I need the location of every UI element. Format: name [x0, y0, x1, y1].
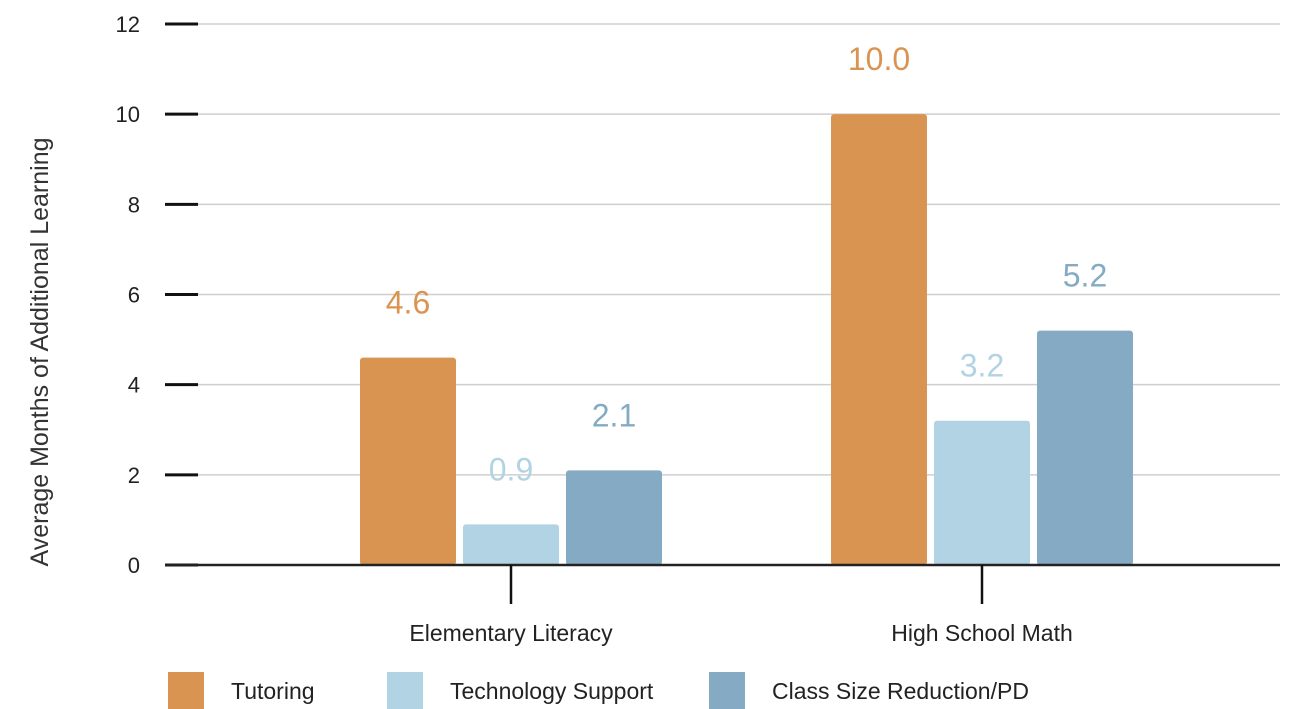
y-axis-label: Average Months of Additional Learning [26, 137, 54, 566]
legend-swatch [709, 672, 745, 709]
bar [831, 114, 927, 566]
y-tick-label: 2 [128, 463, 140, 488]
legend-label: Technology Support [450, 678, 654, 704]
data-label: 0.9 [489, 451, 533, 487]
x-tick-label: Elementary Literacy [409, 620, 613, 646]
y-axis: 0 2 4 6 8 10 12 [116, 12, 198, 578]
data-label: 3.2 [960, 348, 1004, 384]
data-labels: 4.6 0.9 2.1 10.0 3.2 5.2 [386, 41, 1107, 487]
x-axis: Elementary Literacy High School Math [165, 563, 1280, 646]
data-label: 4.6 [386, 285, 430, 321]
legend: Tutoring Technology Support Class Size Red… [168, 672, 1029, 709]
x-tick-label: High School Math [891, 620, 1073, 646]
bar [1037, 330, 1133, 565]
bars [360, 114, 1133, 566]
bar [934, 420, 1030, 565]
y-tick-label: 4 [128, 373, 140, 398]
bar [463, 524, 559, 565]
y-tick-label: 10 [116, 102, 140, 127]
legend-swatch [387, 672, 423, 709]
data-label: 5.2 [1063, 258, 1107, 294]
y-tick-label: 8 [128, 192, 140, 217]
data-label: 10.0 [848, 41, 910, 77]
bar [566, 470, 662, 565]
bar [360, 357, 456, 565]
legend-label: Tutoring [231, 678, 315, 704]
data-label: 2.1 [592, 397, 636, 433]
legend-label: Class Size Reduction/PD [772, 678, 1029, 704]
y-tick-label: 0 [128, 553, 140, 578]
legend-swatch [168, 672, 204, 709]
y-tick-label: 12 [116, 12, 140, 37]
y-tick-label: 6 [128, 283, 140, 308]
